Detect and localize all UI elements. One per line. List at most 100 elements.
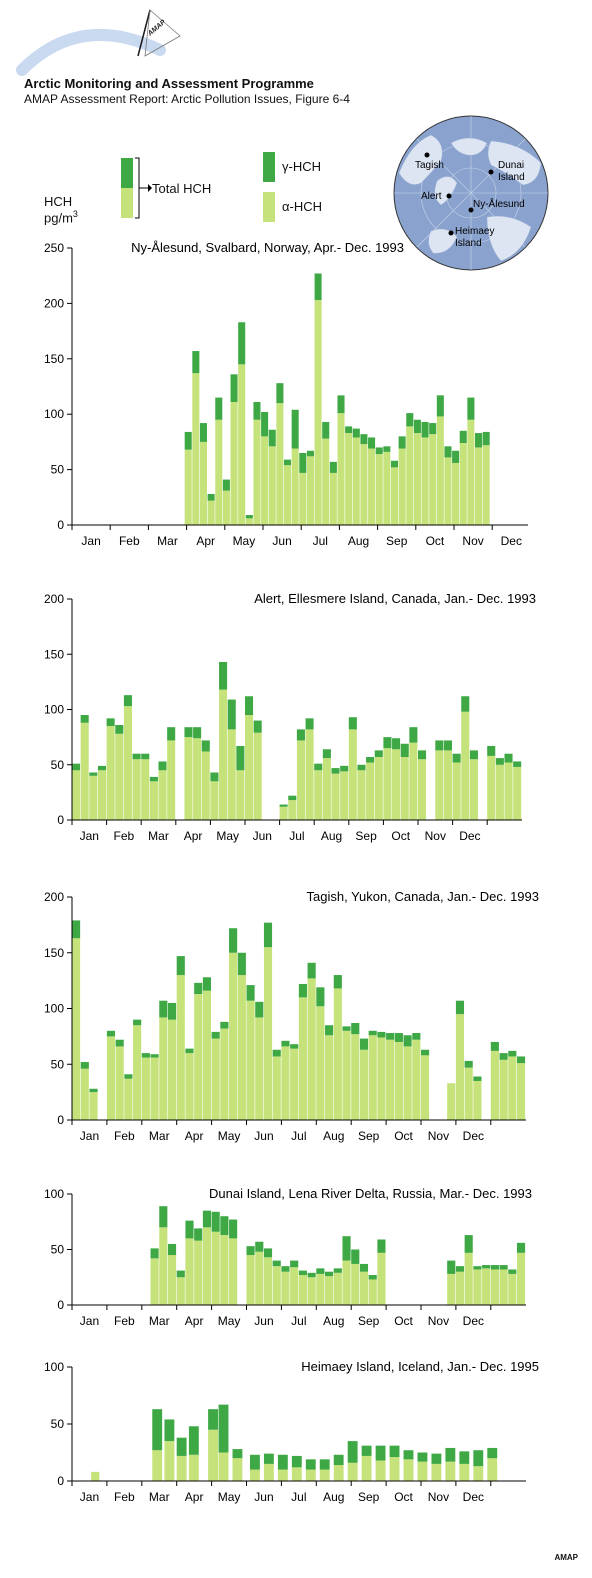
month-label-dec: Dec xyxy=(501,534,522,548)
bar-alpha-13 xyxy=(284,465,292,525)
station-label-heimaey: Heimaey Island xyxy=(455,226,494,249)
bar-alpha-15 xyxy=(211,1038,220,1120)
bar-gamma-36 xyxy=(459,430,467,444)
bar-alpha-14 xyxy=(291,448,299,525)
bar-alpha-17 xyxy=(227,729,236,820)
amap-logo: AMAP xyxy=(16,9,181,76)
bar-gamma-32 xyxy=(499,1265,508,1270)
bar-gamma-27 xyxy=(390,460,399,468)
bar-gamma-33 xyxy=(383,737,392,749)
month-label-mar: Mar xyxy=(149,1129,170,1143)
bar-gamma-34 xyxy=(392,738,401,750)
bar-alpha-43 xyxy=(487,755,496,820)
bar-gamma-20 xyxy=(417,1452,428,1462)
bar-alpha-16 xyxy=(298,1275,307,1305)
bar-alpha-17 xyxy=(229,952,238,1120)
bar-alpha-39 xyxy=(421,1055,430,1120)
bar-alpha-10 xyxy=(158,770,167,820)
bar-gamma-8 xyxy=(141,753,150,760)
bar-gamma-24 xyxy=(368,437,376,449)
bar-gamma-25 xyxy=(298,983,307,998)
bar-alpha-25 xyxy=(487,1458,498,1481)
bar-gamma-8 xyxy=(245,515,253,519)
station-label-nyalesund: Ny-Ålesund xyxy=(473,197,525,210)
bar-gamma-0 xyxy=(184,431,192,450)
bar-alpha-45 xyxy=(504,762,513,820)
bar-alpha-18 xyxy=(236,770,245,820)
month-label-jan: Jan xyxy=(80,1314,99,1328)
bar-alpha-8 xyxy=(150,1057,159,1120)
bar-alpha-1 xyxy=(80,1068,89,1120)
bar-gamma-21 xyxy=(263,922,273,948)
bar-alpha-0 xyxy=(72,770,81,820)
y-tick-label-2: 100 xyxy=(44,703,64,717)
month-label-dec: Dec xyxy=(463,1314,484,1328)
bar-alpha-11 xyxy=(291,1467,302,1481)
bar-alpha-31 xyxy=(421,437,429,525)
bar-alpha-24 xyxy=(473,1466,484,1481)
bar-alpha-30 xyxy=(342,1030,351,1120)
bar-alpha-35 xyxy=(400,757,409,820)
bar-gamma-40 xyxy=(452,753,461,763)
bar-alpha-7 xyxy=(232,1458,243,1481)
bar-gamma-14 xyxy=(201,740,210,752)
bar-alpha-20 xyxy=(337,413,345,525)
bar-alpha-31 xyxy=(351,1034,360,1120)
bar-alpha-34 xyxy=(392,749,401,820)
month-label-sep: Sep xyxy=(358,1490,380,1504)
bar-alpha-14 xyxy=(201,751,210,820)
bar-alpha-19 xyxy=(246,1000,255,1120)
bar-alpha-31 xyxy=(490,1269,499,1305)
bar-gamma-1 xyxy=(192,351,200,374)
bar-alpha-2 xyxy=(89,1092,98,1120)
bar-gamma-18 xyxy=(236,745,245,771)
bar-gamma-6 xyxy=(218,1404,229,1453)
bar-alpha-26 xyxy=(307,978,316,1120)
bar-gamma-17 xyxy=(314,273,322,301)
y-unit-label-1: HCH xyxy=(44,194,73,209)
bar-gamma-9 xyxy=(159,1000,168,1018)
bar-gamma-10 xyxy=(277,1454,288,1470)
bar-gamma-24 xyxy=(305,718,314,730)
bar-gamma-31 xyxy=(421,421,429,438)
bar-alpha-25 xyxy=(375,454,383,525)
legend-total-gamma-swatch xyxy=(121,158,133,188)
bar-gamma-33 xyxy=(508,1269,517,1274)
bar-alpha-2 xyxy=(164,1441,175,1481)
map-landmass xyxy=(398,134,542,262)
bar-alpha-10 xyxy=(261,436,269,525)
bar-gamma-29 xyxy=(348,717,357,730)
bar-gamma-17 xyxy=(375,1445,386,1461)
bar-alpha-6 xyxy=(202,1227,211,1305)
bar-gamma-1 xyxy=(80,1062,89,1069)
chart-title: Tagish, Yukon, Canada, Jan.- Dec. 1993 xyxy=(307,889,539,904)
bar-alpha-3 xyxy=(176,1455,187,1481)
bar-gamma-27 xyxy=(331,768,340,774)
bar-alpha-37 xyxy=(418,759,427,820)
bar-alpha-9 xyxy=(149,781,158,820)
bar-gamma-34 xyxy=(377,1031,386,1038)
y-tick-label-4: 200 xyxy=(44,296,64,310)
bar-gamma-11 xyxy=(167,727,176,741)
bar-alpha-46 xyxy=(513,766,522,820)
bar-gamma-30 xyxy=(357,764,366,771)
bar-alpha-11 xyxy=(255,1251,264,1305)
legend-alpha-label: α-HCH xyxy=(282,199,323,214)
legend-total-alpha-swatch xyxy=(121,188,133,218)
bar-alpha-22 xyxy=(352,437,360,525)
month-label-aug: Aug xyxy=(323,1314,344,1328)
bar-gamma-31 xyxy=(351,1022,360,1035)
bar-gamma-0 xyxy=(72,920,81,939)
month-label-feb: Feb xyxy=(114,829,135,843)
bar-alpha-15 xyxy=(210,781,219,820)
bar-gamma-35 xyxy=(452,450,460,463)
bar-gamma-24 xyxy=(368,1275,377,1280)
bar-gamma-28 xyxy=(325,1025,334,1036)
month-label-aug: Aug xyxy=(323,1129,344,1143)
bar-alpha-1 xyxy=(159,1227,168,1305)
bar-alpha-2 xyxy=(199,441,208,525)
bar-gamma-39 xyxy=(443,740,452,751)
bar-alpha-21 xyxy=(342,1260,351,1305)
bar-gamma-17 xyxy=(229,928,238,953)
bar-gamma-22 xyxy=(351,1249,360,1264)
